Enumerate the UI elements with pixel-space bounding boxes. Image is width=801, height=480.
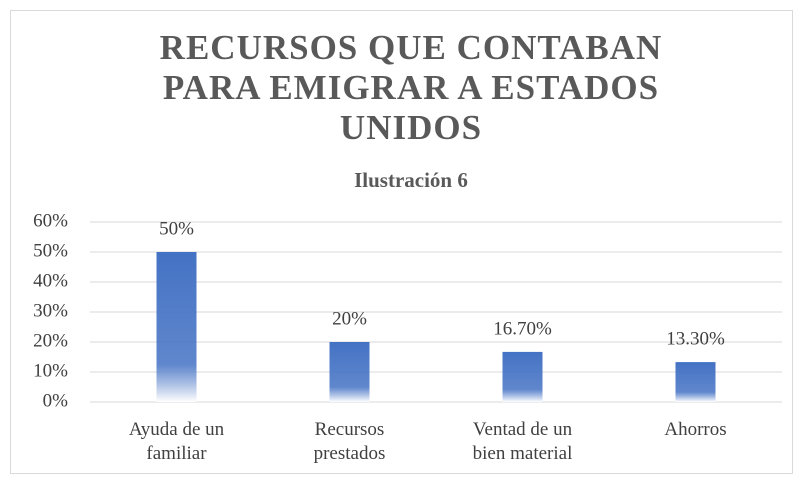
value-label: 20% [332, 308, 367, 329]
x-tick-label: Ayuda de un familiar [128, 419, 225, 464]
y-tick-label: 30% [33, 300, 68, 321]
value-label: 50% [159, 218, 194, 239]
bar [675, 362, 716, 402]
bar [156, 252, 197, 402]
y-tick-label: 60% [33, 210, 68, 231]
bar [502, 351, 543, 402]
x-tick-label: Ahorros [664, 419, 727, 440]
chart-frame [10, 10, 793, 474]
x-tick-label: Recursos prestados [313, 419, 386, 464]
y-tick-label: 10% [33, 360, 68, 381]
y-tick-label: 0% [43, 390, 69, 411]
y-tick-label: 40% [33, 270, 68, 291]
y-tick-label: 20% [33, 330, 68, 351]
bar [329, 342, 370, 402]
x-tick-label: Ventad de un bien material [472, 419, 573, 464]
y-tick-label: 50% [33, 240, 68, 261]
chart-title: RECURSOS QUE CONTABAN PARA EMIGRAR A EST… [159, 28, 663, 147]
chart-subtitle: Ilustración 6 [354, 168, 468, 192]
value-label: 16.70% [493, 318, 552, 339]
value-label: 13.30% [666, 328, 725, 349]
